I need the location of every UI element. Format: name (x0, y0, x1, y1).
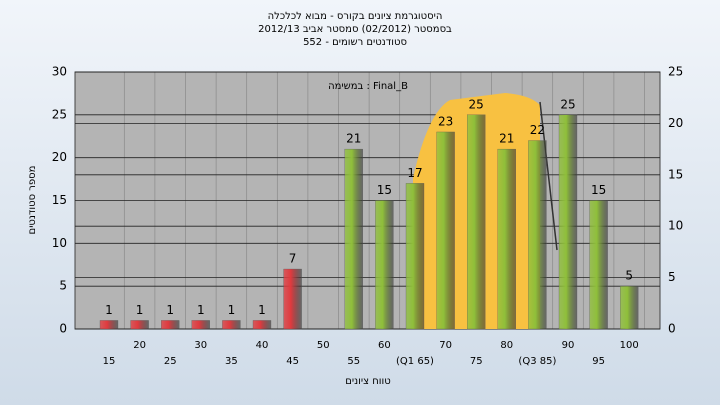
x-tick-label: 100 (620, 340, 639, 351)
x-tick-label: 90 (562, 340, 575, 351)
value-label: 5 (625, 269, 633, 283)
y-tick-label: 0 (59, 322, 67, 336)
chart-title: היסטוגרמת ציונים בקורס - מבוא לכלכלה (268, 11, 443, 22)
value-label: 15 (377, 183, 392, 197)
bar (558, 114, 578, 330)
x-tick-label: 50 (317, 340, 330, 351)
bar (99, 320, 119, 330)
value-label: 23 (438, 114, 453, 128)
value-label: 25 (560, 97, 575, 111)
bar (436, 131, 455, 330)
y-tick-label: 20 (52, 150, 67, 164)
y2-tick-label: 20 (668, 116, 683, 130)
value-label: 1 (166, 303, 174, 317)
y2-tick-label: 0 (668, 322, 676, 336)
y2-tick-label: 15 (668, 167, 683, 181)
quartile-edge (539, 101, 558, 251)
bar (467, 114, 486, 330)
bar (283, 268, 302, 330)
value-label: 17 (407, 166, 422, 180)
x-tick-label: (Q1 65) (396, 356, 434, 367)
x-tick-label: 15 (103, 356, 116, 367)
x-tick-label: (Q3 85) (518, 356, 556, 367)
bar (344, 148, 363, 330)
y-tick-label: 5 (59, 279, 67, 293)
value-label: 21 (499, 132, 514, 146)
x-tick-label: 70 (439, 340, 452, 351)
x-tick-label: 75 (470, 356, 483, 367)
bar (161, 320, 180, 330)
x-axis-label: טווח ציונים (345, 376, 390, 387)
value-label: 1 (258, 303, 266, 317)
value-label: 21 (346, 132, 361, 146)
bar (589, 200, 608, 330)
x-tick-label: 40 (256, 340, 269, 351)
bar (405, 183, 425, 330)
value-label: 1 (228, 303, 236, 317)
bar (620, 286, 639, 330)
y-tick-label: 30 (52, 65, 67, 79)
bar (252, 320, 272, 330)
bar (130, 320, 149, 330)
value-label: 1 (197, 303, 205, 317)
value-label: 1 (105, 303, 113, 317)
value-label: 7 (289, 252, 297, 266)
y-tick-label: 10 (52, 236, 67, 250)
y-axis-label: מספר סטודנטים (27, 166, 38, 235)
x-tick-label: 60 (378, 340, 391, 351)
chart-subtitle: סטודנטים רשומים - 552 (303, 37, 407, 48)
value-label: 1 (136, 303, 144, 317)
chart-subtitle: בסמסטר (02/2012) סמסטר אביב 2012/13 (258, 24, 452, 35)
x-tick-label: 20 (133, 340, 146, 351)
bar (222, 320, 241, 330)
x-tick-label: 35 (225, 356, 238, 367)
bar (191, 320, 210, 330)
annotation: במשימה : Final_B (328, 81, 408, 92)
x-tick-label: 55 (347, 356, 360, 367)
y2-tick-label: 5 (668, 270, 676, 284)
x-tick-label: 95 (592, 356, 605, 367)
value-label: 22 (530, 123, 545, 137)
y-tick-label: 15 (52, 193, 67, 207)
y-tick-label: 25 (52, 107, 67, 121)
bar (497, 148, 516, 330)
y2-tick-label: 25 (668, 65, 683, 79)
y2-tick-label: 10 (668, 219, 683, 233)
x-tick-label: 30 (194, 340, 207, 351)
bar (375, 200, 394, 330)
x-tick-label: 25 (164, 356, 177, 367)
x-tick-label: 45 (286, 356, 299, 367)
value-label: 25 (469, 97, 484, 111)
value-label: 15 (591, 183, 606, 197)
bar (528, 140, 547, 330)
x-tick-label: 80 (500, 340, 513, 351)
